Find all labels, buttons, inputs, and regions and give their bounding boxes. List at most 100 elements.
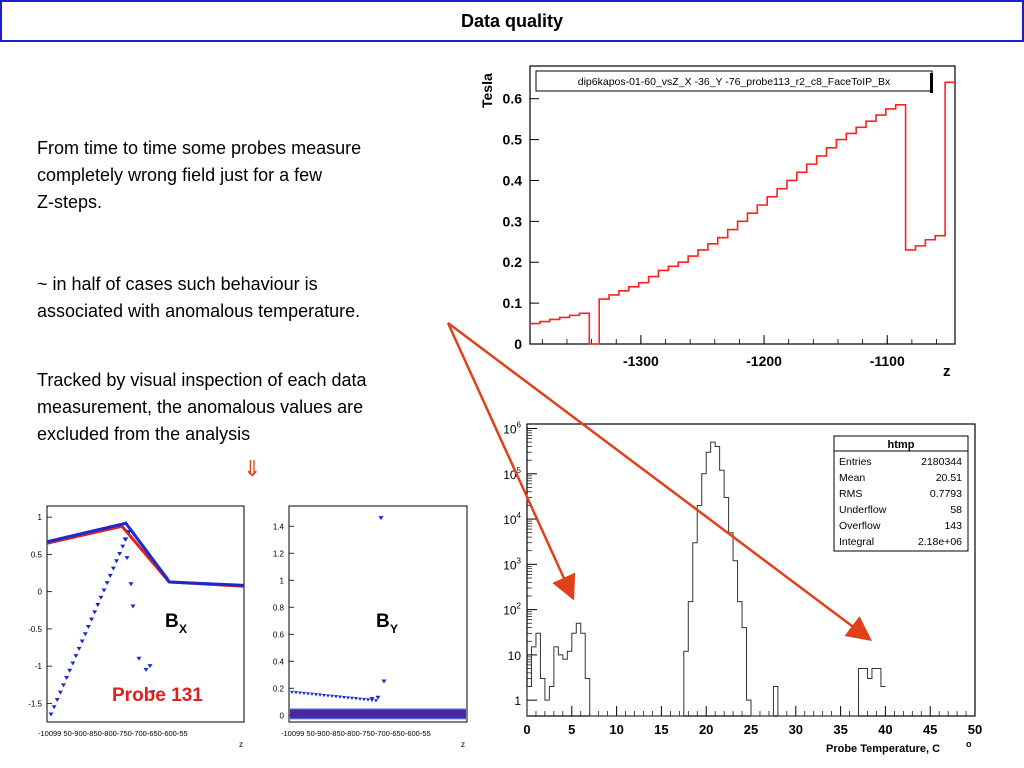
histogram-xtick-label: 5: [568, 722, 575, 737]
by-anomaly-point: [322, 693, 326, 698]
stats-row-label: Integral: [839, 536, 874, 548]
bx-anomaly-point: [101, 588, 107, 593]
histogram-ytick-label: 106: [503, 421, 521, 437]
down-arrow-icon: ⇓: [243, 456, 262, 481]
chart1-series-line: [530, 81, 955, 345]
by-anomaly-point: [366, 698, 370, 702]
stats-row-label: Mean: [839, 472, 865, 484]
bx-ytick-label: -0.5: [28, 625, 42, 634]
histogram-xtick-label: 40: [878, 722, 892, 737]
bx-anomaly-point: [48, 712, 54, 717]
stats-row-value: 2.18e+06: [918, 536, 962, 548]
bx-anomaly-point: [136, 656, 142, 661]
bx-anomaly-point: [60, 683, 66, 688]
by-anomaly-point: [378, 516, 384, 521]
bx-ytick-label: -1.5: [28, 699, 42, 708]
by-label-sub: Y: [390, 622, 398, 636]
by-anomaly-point: [306, 692, 310, 696]
by-ytick-label: 0: [280, 711, 285, 720]
histogram-xlabel: Probe Temperature, C: [826, 743, 940, 755]
stats-row-value: 143: [944, 520, 962, 532]
chart1-ytick-label: 0.3: [503, 213, 523, 229]
bx-anomaly-point: [143, 667, 149, 672]
stats-row-value: 58: [950, 504, 962, 516]
bx-ytick-label: 0.5: [31, 550, 43, 559]
bx-anomaly-point: [51, 705, 57, 710]
bx-anomaly-point: [107, 573, 113, 578]
by-anomaly-point: [358, 697, 362, 701]
bx-anomaly-point: [124, 556, 130, 561]
by-anomaly-point: [294, 691, 298, 695]
by-ytick-label: 0.2: [273, 684, 285, 693]
histogram-ytick-label: 103: [503, 556, 521, 572]
histogram-xtick-label: 45: [923, 722, 937, 737]
probe-caption: Probe 131: [112, 685, 203, 706]
bx-plot: 1 0.5 0 -0.5 -1 -1.5 -10099 50-900-850-800-75…: [28, 505, 245, 749]
histogram-bars: [526, 441, 886, 717]
by-anomaly-point: [290, 690, 294, 694]
stats-row-value: 2180344: [921, 456, 962, 468]
by-main-band: [290, 708, 466, 720]
by-xlabel: z: [461, 740, 465, 749]
stats-header: htmp: [888, 439, 915, 451]
histogram-ytick-label: 10: [508, 649, 522, 663]
bx-anomaly-point: [110, 566, 116, 571]
by-anomaly-point: [302, 691, 306, 696]
histogram-xtick-label: 10: [609, 722, 623, 737]
bx-anomaly-point: [130, 604, 136, 609]
by-anomaly-point: [346, 696, 350, 700]
bx-anomaly-point: [64, 676, 70, 681]
chart1-xlabel: z: [943, 363, 951, 380]
by-label: B: [376, 611, 390, 632]
bx-ytick-label: -1: [35, 662, 43, 671]
by-anomaly-point: [298, 691, 302, 695]
bx-anomaly-point: [150, 690, 156, 695]
histogram-xtick-label: 0: [523, 722, 530, 737]
bx-anomaly-point: [104, 581, 110, 586]
chart1-ytick-label: 0.2: [503, 254, 523, 270]
pointer-arrow-low: [446, 322, 576, 601]
by-anomaly-point: [330, 694, 334, 698]
bx-anomaly-point: [76, 646, 82, 651]
slide-title: Data quality: [460, 10, 564, 31]
bx-ytick-label: 1: [38, 513, 43, 522]
stats-row-label: Underflow: [839, 504, 887, 516]
bx-anomaly-point: [92, 610, 98, 615]
by-ytick-label: 1: [280, 576, 285, 585]
bx-anomaly-point: [147, 664, 153, 669]
chart1-title: dip6kapos-01-60_vsZ_X -36_Y -76_probe113…: [578, 76, 891, 88]
by-anomaly-point: [318, 693, 322, 697]
by-anomaly-point: [381, 679, 387, 684]
chart1-xtick-label: -1100: [870, 353, 905, 369]
bx-xlabel: z: [239, 740, 243, 749]
by-anomaly-point: [342, 695, 346, 700]
bx-anomaly-point: [95, 603, 101, 608]
histogram-ytick-label: 104: [503, 511, 521, 527]
bx-label: B: [165, 611, 179, 632]
by-anomaly-point: [314, 693, 318, 697]
bx-label-sub: X: [179, 622, 187, 636]
chart1-ylabel: Tesla: [479, 73, 495, 108]
by-anomaly-point: [354, 697, 358, 701]
chart1-ytick-label: 0.1: [503, 295, 523, 311]
bx-anomaly-point: [73, 654, 79, 659]
bx-anomaly-point: [126, 530, 132, 535]
by-anomaly-point: [374, 699, 378, 703]
by-anomaly-point: [334, 695, 338, 699]
by-anomaly-point: [310, 692, 314, 696]
by-ytick-label: 0.4: [273, 657, 285, 666]
by-ytick-label: 0.6: [273, 630, 285, 639]
stats-box: htmp Entries 2180344 Mean 20.51 RMS 0.7793 Und…: [833, 435, 969, 552]
by-anomaly-point: [375, 695, 381, 700]
histogram-xtick-label: 30: [789, 722, 803, 737]
bx-anomaly-point: [57, 690, 63, 695]
by-anomaly-point: [362, 697, 366, 702]
stats-row-label: RMS: [839, 488, 862, 500]
histogram-xtick-label: 15: [654, 722, 668, 737]
slide-title-bar: Data quality: [0, 0, 1024, 42]
histogram-ytick-label: 102: [503, 602, 521, 618]
paragraph-3: Tracked by visual inspection of each dat…: [37, 370, 367, 444]
bx-main-curve: [46, 521, 245, 587]
histogram-xtick-label: 25: [744, 722, 758, 737]
